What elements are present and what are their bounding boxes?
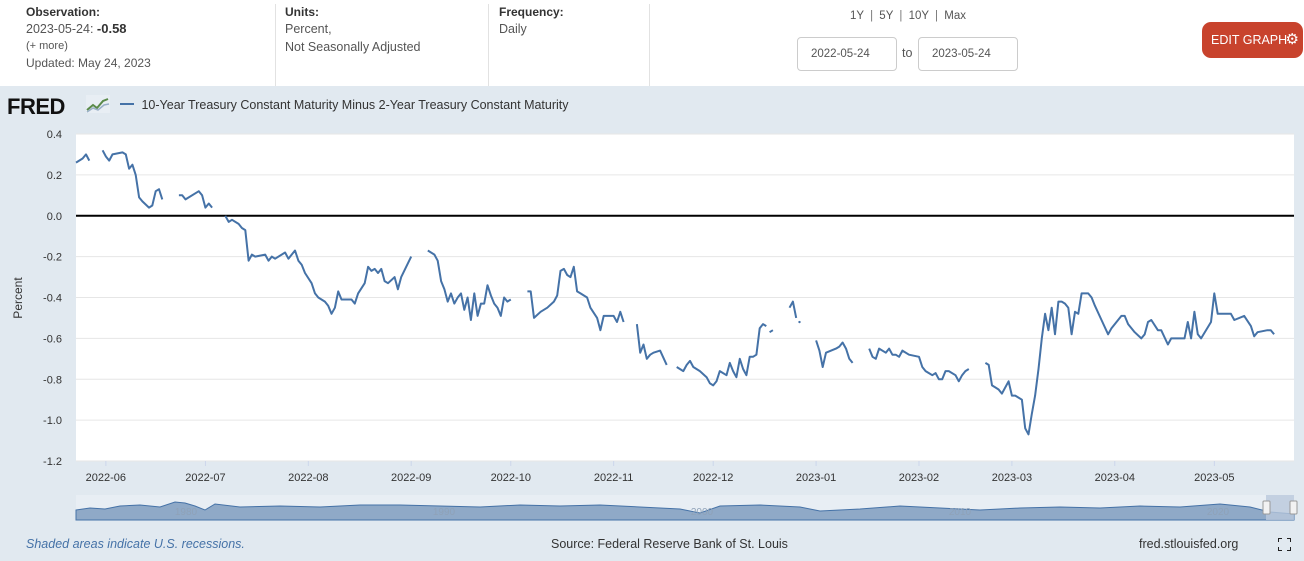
observation-label: Observation:: [26, 5, 101, 19]
navigator-handle-left[interactable]: [1262, 500, 1271, 515]
range-selector: 1Y | 5Y | 10Y | Max: [800, 10, 1016, 22]
navigator-label: 1980: [175, 507, 198, 518]
frequency-label: Frequency:: [499, 5, 564, 19]
x-tick-label: 2022-08: [288, 472, 328, 484]
series-line: [178, 190, 213, 209]
x-axis: 2022-06 2022-07 2022-08 2022-09 2022-10 2022-…: [86, 461, 1235, 484]
frequency-panel: Frequency: Daily: [489, 4, 650, 86]
fred-logo[interactable]: FRED: [7, 94, 65, 119]
fullscreen-icon[interactable]: [1278, 538, 1291, 551]
x-tick-label: 2022-11: [594, 472, 634, 484]
navigator-handle-right[interactable]: [1289, 500, 1298, 515]
start-date-input[interactable]: 2022-05-24: [797, 37, 897, 71]
units-line2: Not Seasonally Adjusted: [285, 40, 421, 54]
navigator-label: 2000: [691, 507, 714, 518]
navigator-label: 1990: [433, 507, 456, 518]
legend-swatch: [120, 103, 134, 106]
navigator-labels: 1980 1990 2000 2010 2020: [175, 507, 1230, 518]
site-url[interactable]: fred.stlouisfed.org: [1139, 537, 1239, 551]
end-date-input[interactable]: 2023-05-24: [918, 37, 1018, 71]
edit-graph-button[interactable]: EDIT GRAPH ⚙: [1202, 22, 1303, 58]
x-tick-label: 2023-02: [899, 472, 939, 484]
units-panel: Units: Percent, Not Seasonally Adjusted: [276, 4, 489, 86]
more-link[interactable]: (+ more): [26, 40, 68, 52]
series-line: [527, 265, 625, 332]
range-max-link[interactable]: Max: [944, 10, 966, 22]
y-tick-label: 0.4: [47, 129, 62, 141]
x-tick-label: 2022-09: [391, 472, 431, 484]
y-tick-label: -1.0: [43, 415, 62, 427]
navigator-selection[interactable]: [1266, 495, 1294, 520]
chart-canvas: 0.4 0.2 0.0 -0.2 -0.4 -0.6 -0.8 -1.0 -1.2 2022-0…: [11, 129, 1298, 521]
edit-graph-label: EDIT GRAPH: [1211, 33, 1288, 47]
series-point: [798, 320, 801, 324]
frequency-value: Daily: [499, 22, 527, 36]
y-tick-label: 0.0: [47, 211, 62, 223]
x-tick-label: 2023-05: [1194, 472, 1234, 484]
x-tick-label: 2022-10: [491, 472, 531, 484]
series-line: [815, 340, 854, 368]
series-line: [788, 300, 798, 319]
y-tick-label: -0.8: [43, 374, 62, 386]
recession-note: Shaded areas indicate U.S. recessions.: [26, 537, 245, 551]
legend-label: 10-Year Treasury Constant Maturity Minus…: [141, 98, 569, 112]
chart-panel: 0.4 0.2 0.0 -0.2 -0.4 -0.6 -0.8 -1.0 -1.2 2022-0…: [0, 86, 1304, 561]
x-tick-label: 2023-01: [796, 472, 836, 484]
series-line: [868, 347, 970, 383]
series-line: [224, 215, 413, 315]
series-line: [75, 153, 91, 164]
gear-icon: ⚙: [1285, 31, 1299, 48]
y-tick-label: -0.4: [43, 293, 62, 305]
navigator-series: [75, 501, 1295, 521]
y-tick-label: -1.2: [43, 456, 62, 468]
range-1y-link[interactable]: 1Y: [850, 10, 864, 22]
y-tick-label: 0.2: [47, 170, 62, 182]
series-line: [427, 249, 512, 321]
series-line: [635, 323, 668, 366]
source-text: Source: Federal Reserve Bank of St. Loui…: [551, 537, 788, 551]
units-line1: Percent,: [285, 22, 332, 36]
observation-value: -0.58: [96, 21, 127, 36]
y-tick-label: -0.6: [43, 333, 62, 345]
series-line: [769, 329, 774, 334]
series-line: [676, 323, 767, 387]
x-tick-label: 2022-06: [86, 472, 126, 484]
x-tick-label: 2023-03: [992, 472, 1032, 484]
chart-legend: 10-Year Treasury Constant Maturity Minus…: [120, 98, 569, 112]
x-tick-label: 2022-12: [693, 472, 733, 484]
y-axis-label: Percent: [11, 277, 25, 319]
range-5y-link[interactable]: 5Y: [879, 10, 894, 22]
range-separator: |: [899, 10, 903, 22]
series-line: [101, 149, 164, 209]
updated-date: Updated: May 24, 2023: [26, 56, 151, 70]
range-separator: |: [870, 10, 874, 22]
observation-date: 2023-05-24:: [26, 22, 94, 36]
range-10y-link[interactable]: 10Y: [908, 10, 929, 22]
observation-panel: Observation: 2023-05-24: -0.58 (+ more) …: [26, 4, 276, 86]
navigator-label: 2020: [1207, 507, 1230, 518]
header-bar: Observation: 2023-05-24: -0.58 (+ more) …: [0, 0, 1304, 86]
fred-chart-icon: [86, 95, 110, 113]
units-label: Units:: [285, 5, 319, 19]
series-line: [984, 292, 1275, 436]
navigator-label: 2010: [949, 507, 972, 518]
series-line-group: [75, 149, 1275, 436]
y-tick-label: -0.2: [43, 252, 62, 264]
x-tick-label: 2023-04: [1095, 472, 1135, 484]
range-separator: |: [935, 10, 939, 22]
observation-line: 2023-05-24: -0.58: [26, 20, 275, 38]
x-tick-label: 2022-07: [185, 472, 225, 484]
to-label: to: [902, 46, 913, 60]
y-axis: 0.4 0.2 0.0 -0.2 -0.4 -0.6 -0.8 -1.0 -1.2: [43, 129, 62, 468]
